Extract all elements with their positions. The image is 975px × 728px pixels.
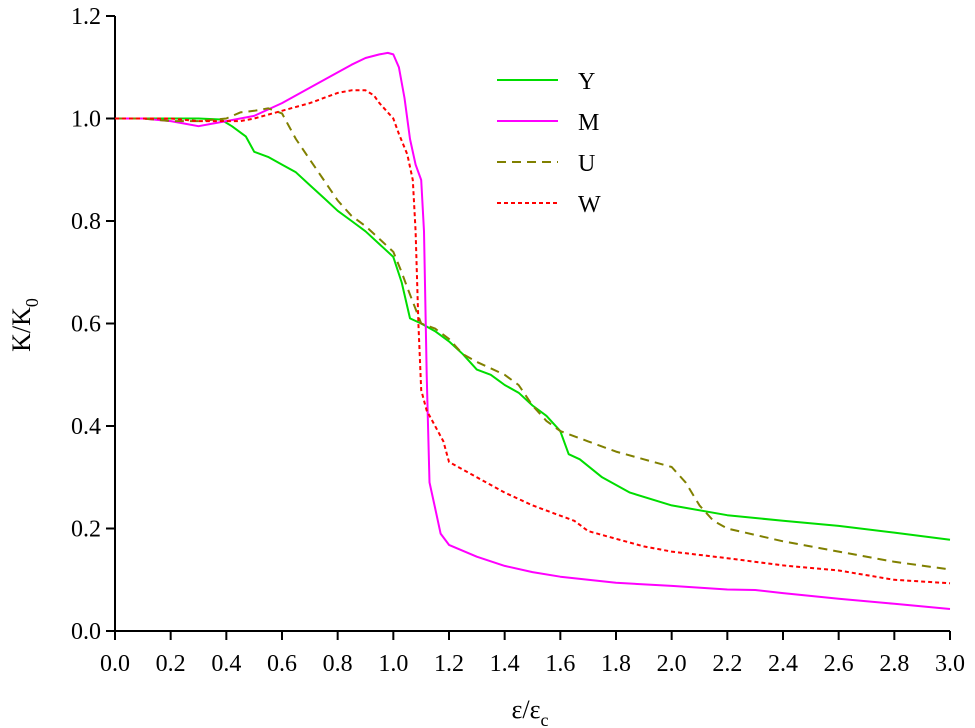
axes [114,16,950,632]
x-tick-label: 0.8 [323,651,353,677]
legend-label-u: U [578,151,595,177]
y-tick-label: 0.4 [71,414,101,440]
y-tick-label: 0.8 [71,209,101,235]
x-tick-label: 2.6 [824,651,854,677]
x-tick-label: 1.8 [601,651,631,677]
legend-label-w: W [578,192,601,218]
x-tick-label: 0.0 [100,651,130,677]
legend-label-m: M [578,110,599,136]
series-line-u [115,107,951,571]
x-tick-label: 0.6 [267,651,297,677]
plot-lines [115,51,951,610]
y-tick-label: 1.2 [71,4,101,30]
x-tick-label: 2.0 [657,651,687,677]
series-line-m [115,51,951,610]
x-tick-label: 2.4 [768,651,798,677]
y-axis-title: K/K0 [7,298,42,352]
x-tick-label: 1.6 [545,651,575,677]
y-tick-label: 1.0 [71,107,101,133]
x-tick-label: 1.2 [434,651,464,677]
y-axis-ticks: 0.0 0.2 0.4 0.6 0.8 1.0 1.2 [71,4,115,645]
y-tick-label: 0.0 [71,619,101,645]
x-tick-label: 0.2 [156,651,186,677]
x-tick-label: 0.4 [211,651,241,677]
x-axis-ticks: 0.0 0.2 0.4 0.6 0.8 1.0 1.2 1.4 1.6 1.8 2.0 2.2 2.4 2… [100,631,965,677]
x-tick-label: 2.8 [879,651,909,677]
x-tick-label: 1.0 [378,651,408,677]
x-tick-label: 3.0 [935,651,965,677]
series-line-y [115,117,951,541]
y-tick-label: 0.2 [71,517,101,543]
legend-label-y: Y [578,69,595,95]
x-tick-label: 1.4 [490,651,520,677]
y-tick-label: 0.6 [71,312,101,338]
series-line-w [115,89,951,585]
x-axis-title: ε/εc [511,695,548,728]
x-tick-label: 2.2 [712,651,742,677]
